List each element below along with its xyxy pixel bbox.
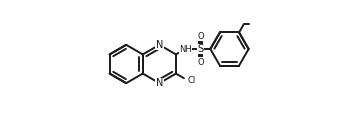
Text: S: S — [197, 44, 204, 54]
Text: N: N — [156, 40, 163, 50]
Text: Cl: Cl — [188, 76, 196, 85]
Text: N: N — [156, 78, 163, 88]
Text: O: O — [197, 57, 204, 67]
Text: NH: NH — [179, 45, 192, 54]
Text: O: O — [197, 31, 204, 41]
